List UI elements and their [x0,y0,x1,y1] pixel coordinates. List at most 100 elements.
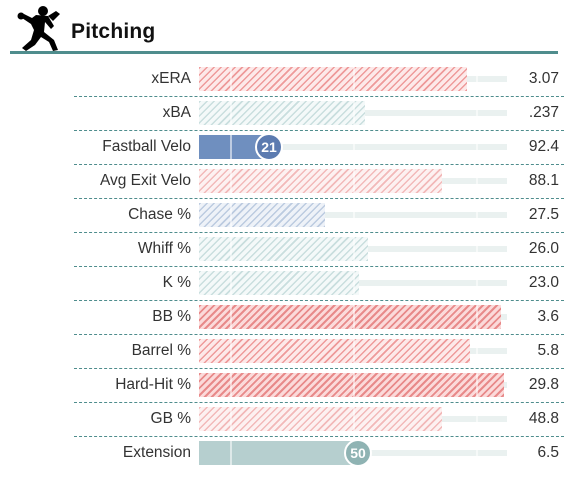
percentile-tick [230,237,232,261]
metric-label: Hard-Hit % [115,376,191,393]
metric-label: Fastball Velo [102,138,191,155]
row-divider [74,96,564,97]
row-divider [74,164,564,165]
metric-label: GB % [150,410,191,427]
percentile-tick [230,169,232,193]
metric-value: 3.6 [537,308,559,325]
percentile-tick [230,407,232,431]
percentile-tick [476,169,478,193]
metric-value: 29.8 [528,376,559,393]
metric-value: 26.0 [528,240,559,257]
percentile-tick [230,305,232,329]
metric-value: 88.1 [528,172,559,189]
metric-row: xBA .237 [0,96,574,131]
metric-row: Fastball Velo 21 92.4 [0,130,574,165]
percentile-tick [230,101,232,125]
metric-row: Extension 50 6.5 [0,436,574,470]
metric-label: Chase % [128,206,191,223]
metric-row: GB % 48.8 [0,402,574,437]
row-divider [74,334,564,335]
metric-label: Barrel % [131,342,191,359]
percentile-tick [230,203,232,227]
percentile-bar [199,203,325,227]
metric-row: xERA 3.07 [0,62,574,97]
metric-row: Barrel % 5.8 [0,334,574,369]
percentile-tick [476,67,478,91]
percentile-tick [353,407,355,431]
metric-label: Avg Exit Velo [99,172,191,189]
percentile-tick [476,305,478,329]
percentile-tick [353,169,355,193]
percentile-tick [476,237,478,261]
row-divider [74,198,564,199]
metric-value: 48.8 [528,410,559,427]
percentile-tick [476,373,478,397]
row-divider [74,130,564,131]
row-divider [74,300,564,301]
metric-value: 3.07 [528,70,559,87]
row-divider [74,266,564,267]
percentile-rows: xERA 3.07 xBA .237 Fastball Velo 21 92.4 Avg Ex… [0,62,574,470]
metric-row: BB % 3.6 [0,300,574,335]
percentile-tick [353,237,355,261]
percentile-tick [353,101,355,125]
metric-value: .237 [528,104,559,121]
row-divider [74,368,564,369]
percentile-badge: 21 [255,133,283,161]
metric-label: Whiff % [137,240,191,257]
percentile-bar [199,169,442,193]
percentile-bar [199,373,504,397]
row-divider [74,436,564,437]
percentile-bar [199,407,442,431]
section-header: Pitching [0,0,560,54]
percentile-tick [230,67,232,91]
percentile-tick [353,67,355,91]
header-rule [10,51,558,54]
metric-row: Avg Exit Velo 88.1 [0,164,574,199]
percentile-bar [199,237,368,261]
page-title: Pitching [71,20,156,43]
percentile-tick [230,339,232,363]
metric-row: K % 23.0 [0,266,574,301]
percentile-tick [353,135,355,159]
percentile-tick [353,203,355,227]
percentile-tick [476,101,478,125]
percentile-tick [476,271,478,295]
percentile-tick [476,441,478,465]
percentile-tick [353,305,355,329]
metric-label: BB % [152,308,191,325]
metric-label: Extension [122,444,191,461]
pitcher-icon [17,6,60,51]
percentile-tick [476,135,478,159]
metric-row: Hard-Hit % 29.8 [0,368,574,403]
percentile-tick [353,373,355,397]
percentile-bar [199,101,365,125]
percentile-badge: 50 [344,439,372,467]
percentile-bar [199,305,501,329]
metric-value: 6.5 [537,444,559,461]
percentile-tick [230,135,232,159]
percentile-bar [199,339,470,363]
percentile-bar [199,271,359,295]
metric-row: Whiff % 26.0 [0,232,574,267]
metric-row: Chase % 27.5 [0,198,574,233]
metric-value: 27.5 [528,206,559,223]
percentile-bar [199,67,467,91]
percentile-tick [476,203,478,227]
percentile-tick [476,407,478,431]
percentile-tick [476,339,478,363]
row-divider [74,232,564,233]
percentile-tick [230,271,232,295]
percentile-tick [353,271,355,295]
metric-label: K % [162,274,191,291]
percentile-tick [230,373,232,397]
percentile-bar [199,441,353,465]
metric-value: 92.4 [528,138,559,155]
metric-value: 5.8 [537,342,559,359]
metric-label: xERA [151,70,191,87]
metric-value: 23.0 [528,274,559,291]
percentile-tick [353,339,355,363]
percentile-tick [230,441,232,465]
metric-label: xBA [162,104,191,121]
row-divider [74,402,564,403]
